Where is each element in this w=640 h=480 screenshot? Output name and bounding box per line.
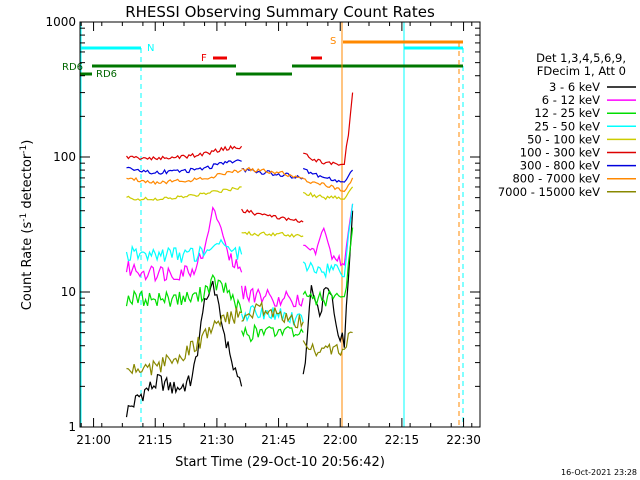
y-axis-label-main: Count Rate (s: [20, 222, 35, 311]
series-layer: [125, 92, 354, 418]
series-line-6-segment-0: [126, 159, 242, 175]
x-tick-label-4: 22:00: [323, 433, 358, 447]
legend-entry-label-0: 3 - 6 keV: [549, 80, 600, 94]
series-line-2-segment-2: [302, 227, 354, 307]
series-line-1-segment-1: [241, 285, 304, 308]
y-axis-label-sup2: -1: [19, 145, 29, 154]
series-line-7-segment-0: [126, 169, 242, 185]
annotation-label-rd6-1: RD6: [96, 69, 117, 80]
annotation-label-n-2: N: [147, 43, 154, 54]
legend-entry-label-5: 100 - 300 keV: [520, 146, 600, 160]
series-line-5-segment-2: [303, 92, 354, 166]
legend-entry-label-7: 800 - 7000 keV: [512, 172, 600, 186]
legend: Det 1,3,4,5,6,9,FDecim 1, Att 0 3 - 6 keV…: [498, 51, 636, 199]
series-line-1-segment-0: [125, 206, 243, 283]
legend-entry-label-4: 50 - 100 keV: [527, 132, 600, 146]
overlay-layer: RD6 RD6 N F S: [62, 22, 464, 427]
series-line-7-segment-1: [241, 166, 304, 179]
series-line-4-segment-1: [241, 230, 304, 238]
y-axis-label-mid: detector: [20, 153, 35, 213]
series-line-3-segment-0: [125, 238, 243, 263]
x-tick-label-0: 21:00: [76, 433, 111, 447]
y-tick-label-1: 10: [61, 285, 76, 299]
x-axis-label: Start Time (29-Oct-10 20:56:42): [175, 455, 385, 470]
x-tick-label-3: 21:45: [261, 433, 296, 447]
series-line-5-segment-1: [241, 208, 304, 223]
series-line-3-segment-2: [302, 203, 354, 280]
legend-entry-label-3: 25 - 50 keV: [534, 119, 600, 133]
y-tick-label-2: 100: [53, 150, 76, 164]
series-line-4-segment-0: [126, 186, 242, 201]
series-line-4-segment-2: [302, 186, 354, 201]
annotation-label-rd6-0: RD6: [62, 62, 83, 73]
series-line-2-segment-0: [125, 273, 243, 314]
footer-timestamp: 16-Oct-2021 23:28: [561, 468, 637, 477]
series-line-6-segment-2: [302, 167, 354, 183]
x-tick-label-5: 22:15: [385, 433, 420, 447]
y-axis-label-end: ): [20, 140, 35, 145]
legend-entry-label-8: 7000 - 15000 keV: [498, 185, 600, 199]
series-line-2-segment-1: [241, 323, 304, 343]
legend-header-line-1: FDecim 1, Att 0: [537, 64, 626, 78]
series-line-5-segment-0: [126, 144, 243, 161]
y-axis-label: Count Rate (s-1 detector-1): [19, 140, 35, 311]
annotation-label-f-3: F: [201, 53, 207, 64]
legend-header-line-0: Det 1,3,4,5,6,9,: [536, 51, 626, 65]
axis-ticks: 1 10 100 1000 21:00 21:15 21:30 21:45 22:00 22:15…: [45, 15, 480, 447]
y-axis-label-sup1: -1: [19, 213, 29, 222]
legend-entry-label-1: 6 - 12 keV: [542, 93, 600, 107]
x-tick-label-1: 21:15: [138, 433, 173, 447]
series-line-1-segment-2: [303, 203, 354, 267]
series-line-8-segment-0: [126, 307, 242, 376]
y-tick-label-0: 1: [68, 420, 76, 434]
x-tick-label-2: 21:30: [200, 433, 235, 447]
legend-entry-label-6: 300 - 800 keV: [520, 159, 600, 173]
annotation-label-s-4: S: [330, 36, 336, 47]
x-tick-label-6: 22:30: [446, 433, 481, 447]
legend-entry-label-2: 12 - 25 keV: [534, 106, 600, 120]
series-line-8-segment-1: [241, 300, 304, 329]
series-line-0-segment-0: [125, 280, 243, 418]
series-line-7-segment-2: [303, 177, 354, 193]
series-line-0-segment-1: [302, 210, 354, 375]
plot-frame: [79, 21, 481, 428]
y-tick-label-3: 1000: [45, 15, 76, 29]
chart-title: RHESSI Observing Summary Count Rates: [125, 3, 435, 21]
series-line-8-segment-2: [302, 331, 353, 358]
